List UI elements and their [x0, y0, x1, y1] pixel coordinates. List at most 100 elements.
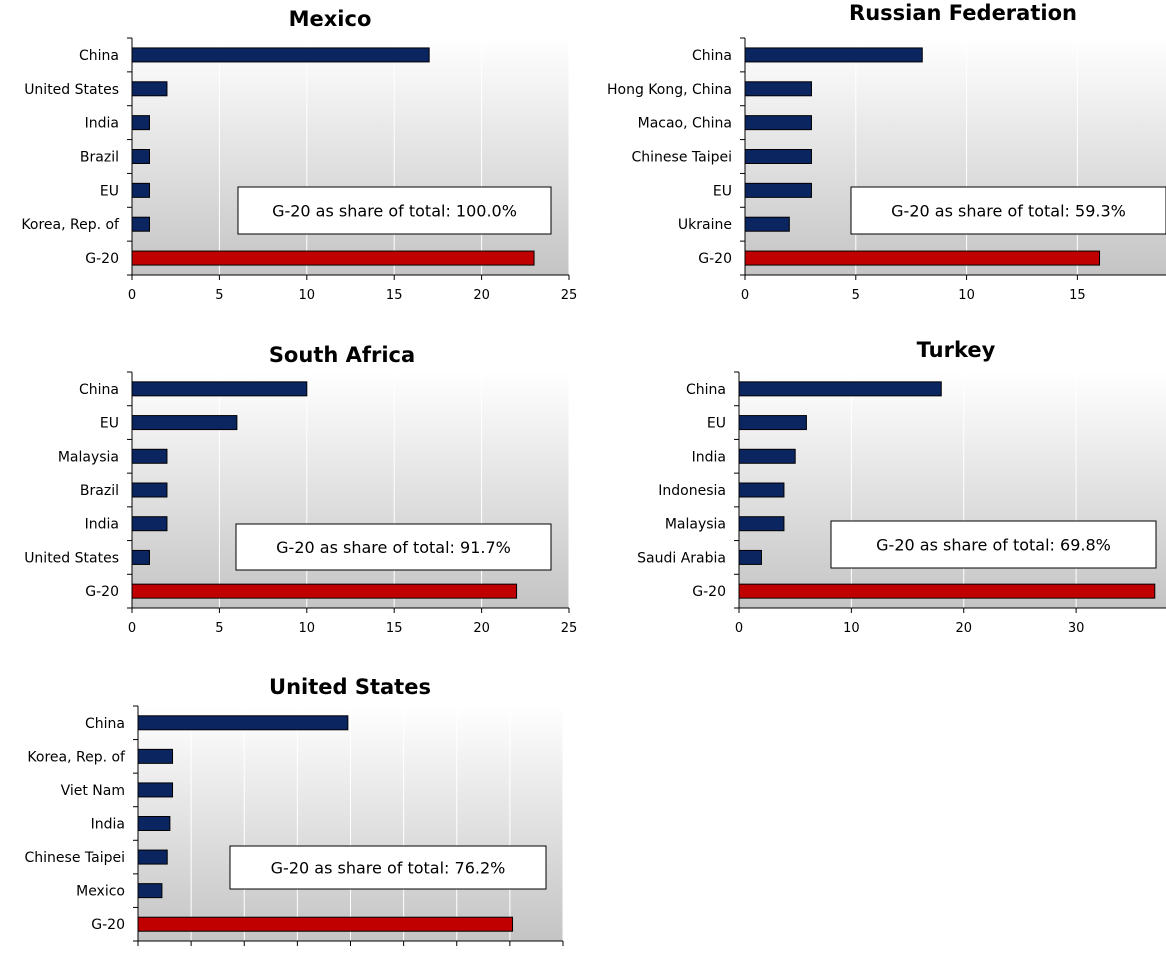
category-label: Indonesia — [658, 483, 726, 499]
category-label: China — [85, 716, 125, 732]
country-bar — [137, 715, 349, 731]
category-label: China — [692, 48, 732, 64]
category-label: G-20 — [85, 251, 119, 267]
category-label: EU — [100, 416, 119, 432]
country-bar — [131, 516, 168, 532]
category-label: Malaysia — [58, 449, 119, 465]
country-bar — [744, 149, 812, 164]
country-bar — [131, 381, 308, 397]
chart-title: Mexico — [289, 7, 372, 31]
x-tick-label: 25 — [561, 621, 578, 636]
category-label: Hong Kong, China — [607, 82, 732, 98]
chart-title: Turkey — [917, 338, 996, 362]
category-label: G-20 — [692, 584, 726, 600]
annotation-box — [830, 520, 1157, 569]
category-label: Chinese Taipei — [632, 150, 732, 166]
annotation-text: G-20 as share of total: 91.7% — [276, 538, 511, 557]
annotation-box — [235, 523, 552, 571]
x-tick-label: 0 — [128, 621, 136, 636]
category-label: China — [686, 382, 726, 398]
annotation-text: G-20 as share of total: 76.2% — [271, 859, 506, 878]
country-bar — [131, 182, 150, 198]
country-bar — [137, 782, 174, 798]
category-label: G-20 — [698, 251, 732, 267]
category-label: India — [85, 116, 119, 132]
country-bar — [131, 81, 168, 97]
category-label: EU — [707, 416, 726, 432]
country-bar — [738, 482, 785, 498]
category-label: India — [85, 517, 119, 533]
category-label: Viet Nam — [61, 783, 125, 799]
g20-bar — [137, 916, 514, 932]
country-bar — [744, 81, 812, 97]
category-label: United States — [24, 82, 119, 98]
chart-panel: United States020406080100120140160ChinaK… — [25, 675, 564, 946]
chart-title: Russian Federation — [849, 1, 1077, 25]
annotation-text: G-20 as share of total: 100.0% — [272, 202, 517, 221]
country-bar — [137, 883, 163, 899]
country-bar — [744, 115, 812, 131]
category-label: Malaysia — [665, 517, 726, 533]
country-bar — [131, 549, 150, 565]
chart-title: South Africa — [269, 343, 415, 367]
x-tick-label: 0 — [735, 621, 743, 636]
x-tick-label: 0 — [741, 288, 749, 303]
country-bar — [131, 482, 168, 498]
x-tick-label: 0 — [128, 288, 136, 303]
g20-bar — [131, 583, 518, 599]
annotation-text: G-20 as share of total: 59.3% — [891, 202, 1126, 221]
country-bar — [137, 849, 168, 865]
g20-bar — [738, 583, 1156, 599]
category-label: Macao, China — [638, 116, 732, 132]
country-bar — [744, 216, 790, 232]
chart-title: United States — [269, 675, 431, 699]
g20-bar — [131, 250, 535, 266]
category-label: Korea, Rep. of — [21, 217, 120, 233]
category-label: EU — [713, 183, 732, 199]
country-bar — [131, 47, 430, 63]
x-tick-label: 10 — [958, 288, 975, 303]
plot-area — [132, 38, 569, 275]
g20-bar — [744, 250, 1101, 266]
category-label: Mexico — [76, 884, 125, 900]
category-label: United States — [24, 550, 119, 566]
chart-panel: Russian Federation 0 5 10 15 China Hong Kong, … — [607, 1, 1166, 303]
x-tick-label: 20 — [955, 621, 972, 636]
chart-panel: Mexico 0 5 10 15 20 25 China United States India B… — [21, 7, 577, 303]
category-label: Korea, Rep. of — [27, 749, 126, 765]
category-label: Saudi Arabia — [637, 550, 726, 566]
x-tick-label: 20 — [473, 621, 490, 636]
x-tick-label: 15 — [386, 288, 403, 303]
category-label: G-20 — [85, 584, 119, 600]
country-bar — [131, 415, 238, 431]
category-label: Brazil — [80, 483, 119, 499]
category-label: China — [79, 382, 119, 398]
annotation-text: G-20 as share of total: 69.8% — [876, 536, 1111, 555]
country-bar — [738, 549, 762, 565]
x-tick-label: 15 — [386, 621, 403, 636]
category-label: Ukraine — [678, 217, 732, 233]
x-tick-label: 25 — [561, 288, 578, 303]
category-label: India — [692, 449, 726, 465]
category-label: EU — [100, 183, 119, 199]
country-bar — [131, 115, 150, 131]
chart-panel: Turkey 0 10 20 30 China EU India Indonesia Malays… — [637, 338, 1166, 636]
chart-panel: South Africa 0 5 10 15 20 25 China EU Malaysia Bra… — [24, 343, 577, 636]
category-label: Brazil — [80, 150, 119, 166]
country-bar — [137, 748, 174, 764]
x-tick-label: 5 — [215, 621, 223, 636]
country-bar — [131, 216, 150, 232]
annotation-box — [229, 845, 547, 890]
category-label: G-20 — [91, 917, 125, 933]
x-tick-label: 10 — [299, 621, 316, 636]
country-bar — [131, 149, 150, 164]
country-bar — [738, 516, 785, 532]
category-label: India — [91, 817, 125, 833]
x-tick-label: 20 — [473, 288, 490, 303]
x-tick-label: 5 — [215, 288, 223, 303]
x-tick-label: 5 — [852, 288, 860, 303]
country-bar — [738, 448, 796, 464]
annotation-box — [237, 186, 552, 235]
country-bar — [744, 182, 812, 198]
